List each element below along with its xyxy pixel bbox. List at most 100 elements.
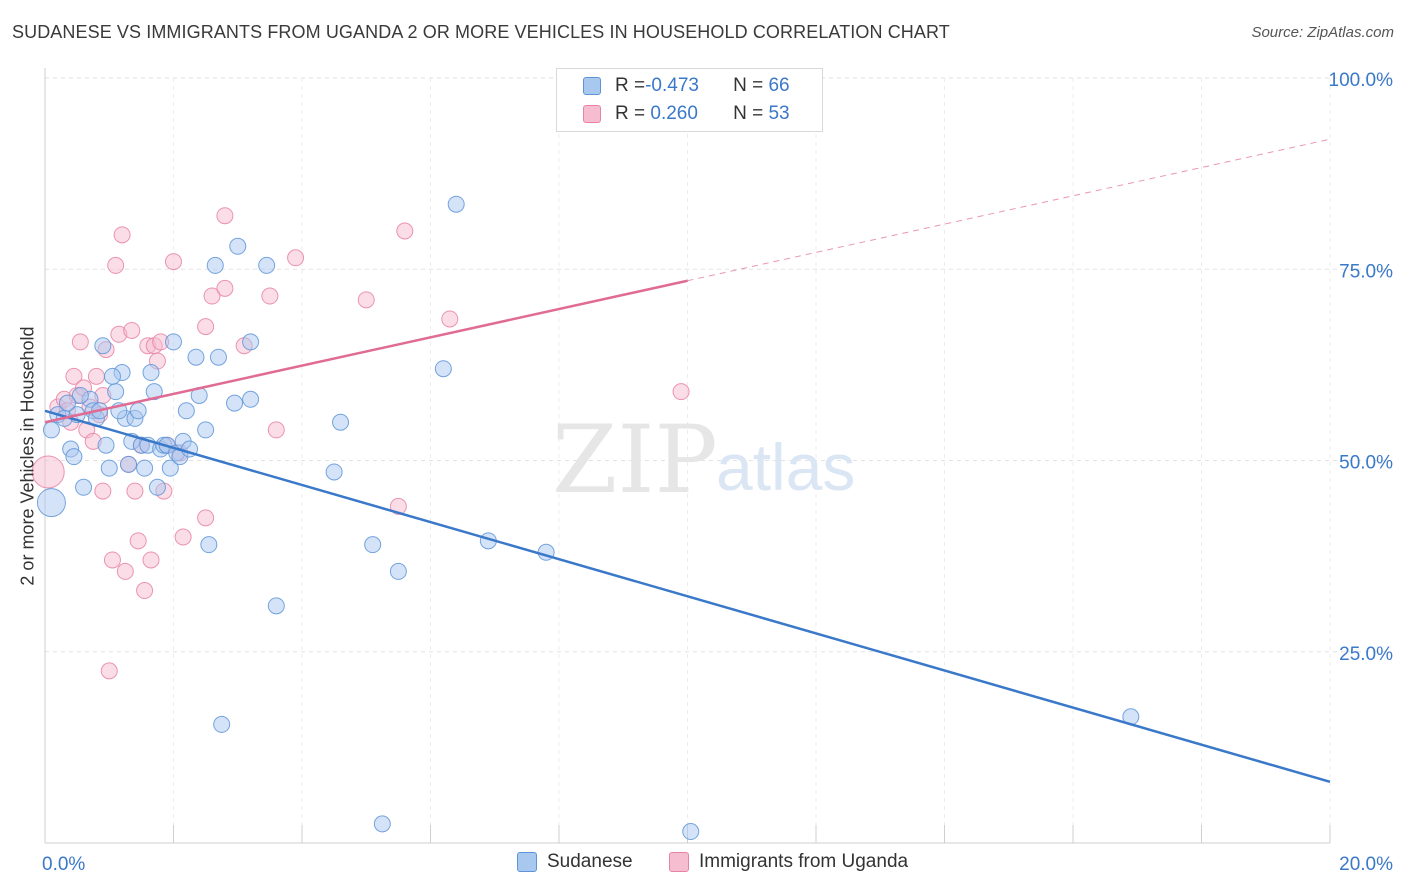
legend-r-value: 0.260 bbox=[645, 103, 698, 124]
uganda-point bbox=[113, 226, 131, 244]
sudanese-point bbox=[120, 455, 138, 473]
uganda-point bbox=[116, 562, 134, 580]
sudanese-point bbox=[332, 413, 350, 431]
uganda-point bbox=[71, 333, 89, 351]
uganda-point bbox=[87, 367, 105, 385]
sudanese-point bbox=[209, 348, 227, 366]
uganda-point bbox=[197, 318, 215, 336]
uganda-point bbox=[357, 291, 375, 309]
y-tick-label: 100.0% bbox=[1329, 70, 1394, 91]
uganda-point bbox=[441, 310, 459, 328]
sudanese-swatch bbox=[517, 852, 537, 872]
legend-r-value: -0.473 bbox=[645, 75, 699, 96]
legend-n-value: 66 bbox=[768, 75, 790, 96]
sudanese-point bbox=[226, 394, 244, 412]
sudanese-point bbox=[242, 390, 260, 408]
y-tick-label: 25.0% bbox=[1339, 644, 1393, 665]
sudanese-point bbox=[107, 383, 125, 401]
sudanese-point bbox=[229, 237, 247, 255]
sudanese-point bbox=[165, 333, 182, 351]
uganda-point bbox=[142, 551, 160, 569]
legend-n-label: N = bbox=[733, 75, 769, 96]
sudanese-point bbox=[100, 459, 118, 477]
sudanese-point bbox=[389, 562, 407, 580]
uganda-point bbox=[287, 249, 305, 267]
uganda-point bbox=[136, 582, 154, 600]
uganda-point bbox=[94, 482, 112, 500]
legend-row-sudanese: R = -0.473 N = 66 bbox=[583, 73, 790, 99]
sudanese-point bbox=[42, 421, 60, 439]
uganda-point bbox=[203, 287, 221, 305]
y-axis-title: 2 or more Vehicles in Household bbox=[17, 326, 38, 586]
legend-label-uganda: Immigrants from Uganda bbox=[699, 851, 909, 872]
uganda-point bbox=[672, 383, 690, 401]
legend-n-label: N = bbox=[733, 103, 769, 124]
uganda-point bbox=[216, 207, 234, 225]
watermark-zip: ZIP bbox=[552, 406, 718, 515]
sudanese-point bbox=[447, 195, 465, 213]
legend-item-uganda[interactable]: Immigrants from Uganda bbox=[669, 851, 908, 873]
sudanese-point bbox=[136, 459, 154, 477]
legend-label-sudanese: Sudanese bbox=[547, 851, 633, 872]
uganda-point bbox=[396, 222, 414, 240]
uganda-trend-line bbox=[44, 279, 688, 424]
chart-source: Source: ZipAtlas.com bbox=[1251, 24, 1394, 41]
sudanese-point bbox=[373, 815, 391, 833]
uganda-point bbox=[216, 279, 234, 297]
sudanese-trend-line bbox=[44, 409, 1331, 784]
uganda-point bbox=[267, 421, 285, 439]
x-tick-label: 20.0% bbox=[1339, 854, 1393, 875]
sudanese-point bbox=[129, 402, 147, 420]
legend-r-label: R = bbox=[615, 103, 646, 124]
sudanese-point bbox=[213, 715, 231, 733]
sudanese-swatch bbox=[583, 77, 601, 95]
sudanese-point bbox=[75, 478, 93, 496]
uganda-point bbox=[126, 482, 144, 500]
uganda-point bbox=[174, 528, 192, 546]
axes bbox=[44, 68, 1331, 844]
sudanese-point bbox=[177, 402, 195, 420]
sudanese-point bbox=[267, 597, 285, 615]
sudanese-point bbox=[97, 436, 115, 454]
legend-r-label: R = bbox=[615, 75, 646, 96]
chart-title: SUDANESE VS IMMIGRANTS FROM UGANDA 2 OR … bbox=[12, 22, 950, 42]
y-tick-label: 75.0% bbox=[1339, 261, 1393, 282]
uganda-point bbox=[65, 367, 83, 385]
sudanese-point bbox=[65, 448, 83, 466]
legend-item-sudanese[interactable]: Sudanese bbox=[517, 851, 633, 873]
stats-legend: R = -0.473 N = 66 R = 0.260 N = 53 bbox=[556, 68, 823, 132]
uganda-point bbox=[261, 287, 279, 305]
uganda-point bbox=[165, 253, 182, 271]
sudanese-point bbox=[36, 488, 66, 518]
uganda-point bbox=[100, 662, 118, 680]
sudanese-point bbox=[94, 337, 112, 355]
uganda-point bbox=[103, 551, 121, 569]
uganda-swatch bbox=[669, 852, 689, 872]
sudanese-point bbox=[71, 386, 89, 404]
uganda-point bbox=[31, 455, 65, 489]
watermark-atlas: atlas bbox=[716, 430, 855, 504]
sudanese-point bbox=[325, 463, 343, 481]
legend-n-value: 53 bbox=[768, 103, 790, 124]
sudanese-point bbox=[434, 360, 452, 378]
sudanese-point bbox=[161, 459, 179, 477]
legend-row-uganda: R = 0.260 N = 53 bbox=[583, 101, 790, 127]
uganda-trend-extension bbox=[687, 138, 1331, 282]
sudanese-point bbox=[364, 536, 382, 554]
x-tick-label: 0.0% bbox=[42, 854, 85, 875]
watermark: ZIP atlas bbox=[552, 406, 855, 515]
sudanese-point bbox=[197, 421, 215, 439]
sudanese-point bbox=[142, 364, 160, 382]
tick-labels: 100.0% 75.0% 50.0% 25.0% 0.0% 20.0% bbox=[42, 70, 1393, 875]
sudanese-point bbox=[103, 367, 121, 385]
sudanese-point bbox=[148, 478, 166, 496]
sudanese-point bbox=[145, 383, 163, 401]
sudanese-point bbox=[682, 823, 700, 841]
trend-lines bbox=[44, 138, 1331, 784]
uganda-point bbox=[197, 509, 215, 527]
sudanese-point bbox=[58, 394, 76, 412]
uganda-point bbox=[123, 321, 141, 339]
sudanese-point bbox=[187, 348, 205, 366]
sudanese-point bbox=[200, 536, 218, 554]
